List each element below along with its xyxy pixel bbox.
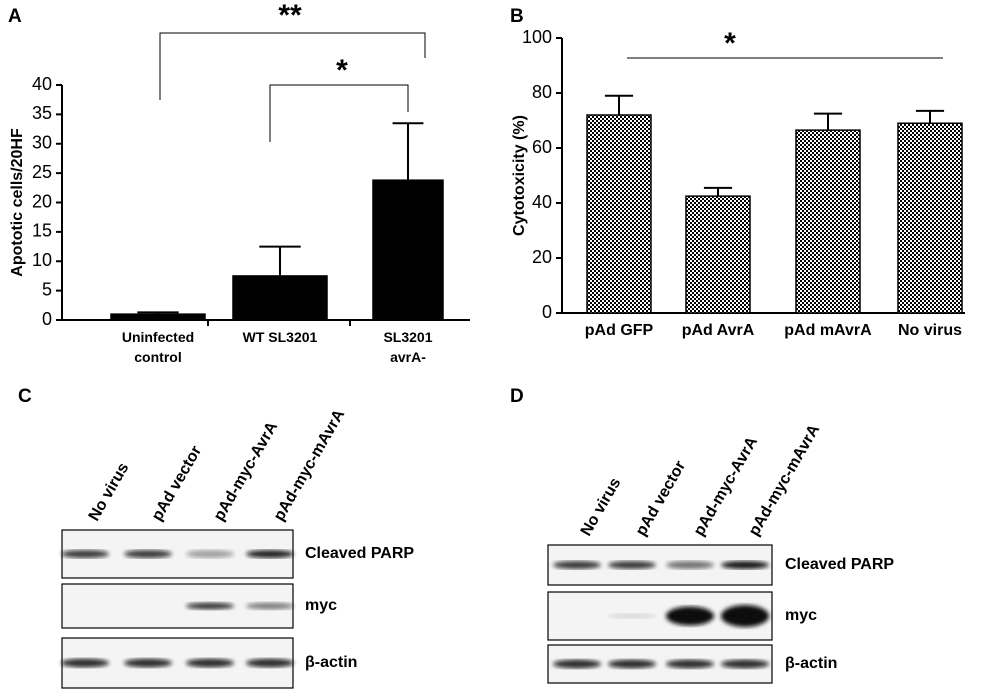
bar xyxy=(897,122,963,314)
x-tick-label: SL3201 avrA- xyxy=(383,329,432,365)
x-tick-label: No virus xyxy=(898,322,962,339)
band xyxy=(186,602,234,610)
y-axis-label: Apototic cells/20HF xyxy=(9,128,26,277)
y-axis-label: Cytotoxicity (%) xyxy=(511,115,528,236)
x-tick-label: Uninfected control xyxy=(122,329,194,365)
row-label: β-actin xyxy=(305,654,357,671)
y-tick-label: 0 xyxy=(42,309,52,329)
lane-label: pAd-myc-mAvrA xyxy=(746,421,824,539)
band xyxy=(666,561,714,569)
y-tick-label: 20 xyxy=(532,247,552,267)
lane-label: pAd vector xyxy=(633,458,690,539)
band xyxy=(553,561,601,569)
bracket xyxy=(159,32,426,100)
x-tick-label: pAd mAvrA xyxy=(784,322,872,339)
row-label: β-actin xyxy=(785,655,837,672)
y-tick-label: 40 xyxy=(532,192,552,212)
y-tick-label: 60 xyxy=(532,137,552,157)
row-label: myc xyxy=(305,597,337,614)
y-tick-label: 40 xyxy=(32,74,52,94)
y-tick-label: 5 xyxy=(42,279,52,299)
row-label: Cleaved PARP xyxy=(785,556,894,573)
band xyxy=(186,550,234,558)
bar xyxy=(110,313,206,321)
band xyxy=(124,658,172,668)
y-tick-label: 15 xyxy=(32,221,52,241)
band xyxy=(608,561,656,569)
lane-label: No virus xyxy=(86,460,133,524)
y-tick-label: 25 xyxy=(32,162,52,182)
row-label: myc xyxy=(785,607,817,624)
significance: * xyxy=(724,27,736,60)
y-tick-label: 80 xyxy=(532,82,552,102)
x-tick-label: WT SL3201 xyxy=(243,329,318,345)
panel-label: B xyxy=(510,6,524,27)
lane-label: pAd vector xyxy=(149,443,206,524)
x-tick-label: pAd AvrA xyxy=(682,322,755,339)
row-label: Cleaved PARP xyxy=(305,545,414,562)
y-tick-label: 10 xyxy=(32,250,52,270)
band xyxy=(553,659,601,669)
y-tick-label: 100 xyxy=(522,27,552,47)
band xyxy=(124,550,172,558)
band xyxy=(721,659,769,669)
lane-label: No virus xyxy=(578,475,625,539)
bar xyxy=(232,275,328,321)
significance: * xyxy=(336,54,348,87)
lane-label: pAd-myc-AvrA xyxy=(211,419,282,524)
bar xyxy=(795,129,861,314)
band xyxy=(608,659,656,669)
band xyxy=(608,613,656,619)
band xyxy=(721,605,769,627)
y-tick-label: 20 xyxy=(32,191,52,211)
panel-label: A xyxy=(8,6,22,27)
y-tick-label: 0 xyxy=(542,302,552,322)
band xyxy=(246,602,294,610)
band xyxy=(246,550,294,558)
y-tick-label: 35 xyxy=(32,103,52,123)
bar xyxy=(685,195,751,314)
lane-label: pAd-myc-mAvrA xyxy=(271,406,349,524)
bracket xyxy=(269,84,409,142)
band xyxy=(246,658,294,668)
significance: ** xyxy=(278,0,302,32)
band xyxy=(666,659,714,669)
bar xyxy=(372,179,444,321)
band xyxy=(61,658,109,668)
panel-label: D xyxy=(510,386,524,407)
bar xyxy=(586,114,652,314)
x-tick-label: pAd GFP xyxy=(585,322,654,339)
band xyxy=(186,658,234,668)
band xyxy=(61,550,109,558)
band xyxy=(666,606,714,626)
panel-label: C xyxy=(18,386,32,407)
band xyxy=(721,561,769,569)
y-tick-label: 30 xyxy=(32,133,52,153)
